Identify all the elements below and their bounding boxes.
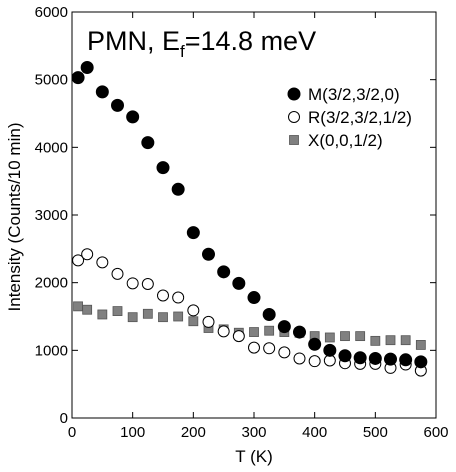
data-point [262,307,276,321]
y-tick-label: 6000 [35,4,68,21]
y-tick-label: 0 [60,410,68,427]
data-point [80,60,94,74]
data-point [415,340,426,350]
chart-title-subscript: f [180,42,185,61]
data-point [353,351,367,365]
x-tick-label: 0 [68,424,76,441]
plot-frame [71,11,437,419]
data-point [293,325,306,339]
series-3 [73,301,426,350]
legend: M(3/2,3/2,0) R(3/2,3/2,1/2) X(0,0,1/2) [287,85,412,150]
legend-label: R(3/2,3/2,1/2) [308,108,412,127]
x-tick-label: 100 [120,424,145,441]
data-point [217,265,231,279]
y-tick-label: 4000 [35,139,68,156]
data-point [263,342,276,355]
y-tick-label: 5000 [35,72,68,89]
data-point [370,335,381,346]
data-point [399,353,413,367]
data-point [71,71,85,85]
data-point [264,325,275,336]
x-tick-label: 200 [181,424,206,441]
data-point [202,315,215,328]
y-tick-label: 3000 [35,207,68,224]
data-point [202,247,215,261]
data-point [141,136,155,150]
data-point [157,289,169,302]
chart-title: PMN, Ef=14.8 meV [87,26,316,61]
legend-marker [288,111,300,123]
data-point [112,306,123,316]
data-point [173,311,184,322]
data-point [278,346,291,359]
data-point [308,337,322,351]
data-point [126,110,140,124]
data-point [111,98,124,112]
data-point [126,277,139,290]
data-point [82,304,93,315]
legend-label: X(0,0,1/2) [308,131,383,150]
data-point [232,276,246,290]
data-point [97,309,108,320]
data-point [414,355,428,369]
series-1 [71,60,428,369]
x-tick-label: 500 [363,424,388,441]
data-point [188,316,199,327]
data-point [385,335,396,346]
legend-marker [287,87,301,101]
data-point [187,304,200,317]
data-point [73,301,83,312]
data-point [172,291,185,304]
data-point [323,343,337,357]
data-point [324,332,335,343]
data-point [340,331,350,342]
data-point [232,330,245,343]
data-point [217,325,230,338]
data-point [355,331,366,342]
legend-marker [289,135,299,145]
x-axis-label: T (K) [235,447,272,466]
y-tick-label: 2000 [35,275,68,292]
data-point [158,312,168,323]
data-point [156,161,170,175]
data-point [308,355,321,368]
data-point [171,182,185,196]
data-point [95,85,109,99]
data-point [142,308,153,319]
data-point [400,335,411,346]
data-point [186,226,200,240]
x-tick-label: 300 [241,424,266,441]
y-tick-label: 1000 [35,342,68,359]
data-point [247,291,261,305]
data-point [141,278,154,291]
data-point [277,320,291,334]
data-point [338,349,352,363]
axis-ticks: 0 100 200 300 400 500 600010002000300040005000… [35,4,449,441]
data-point [368,351,382,365]
data-point [248,341,260,354]
data-point [81,248,94,261]
chart-title-main: PMN, E [87,26,180,56]
data-point [384,352,397,366]
data-point [72,254,85,267]
data-point [249,327,259,337]
x-tick-label: 600 [423,424,448,441]
data-point [111,267,124,280]
y-axis-label: Intensity (Counts/10 min) [5,123,24,312]
chart-title-rest: =14.8 meV [185,26,316,56]
legend-label: M(3/2,3/2,0) [308,85,400,104]
data-point [127,312,138,323]
data-point [96,256,109,269]
data-marks [71,60,428,377]
data-point [293,352,306,365]
x-tick-label: 400 [302,424,327,441]
